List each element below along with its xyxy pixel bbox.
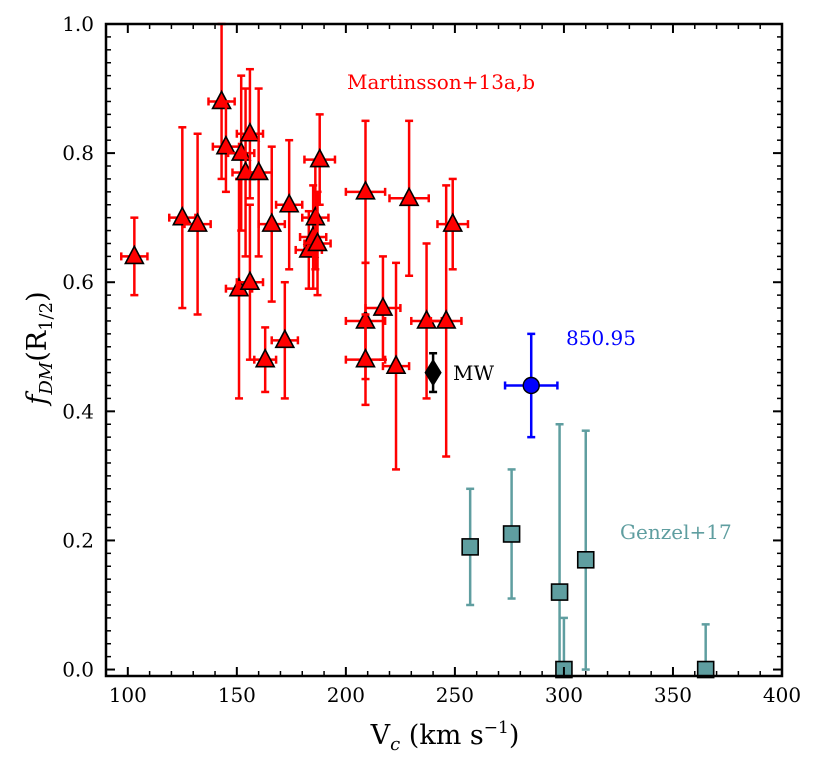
annotation-genzel: Genzel+17 [620, 520, 732, 544]
data-point-triangle [254, 347, 276, 368]
data-point-triangle [215, 134, 237, 155]
data-point-square [696, 660, 715, 679]
data-point-diamond [424, 358, 442, 387]
x-tick-label: 200 [327, 683, 365, 707]
data-point-triangle [278, 193, 300, 213]
series-triangle [120, 22, 470, 471]
data-point-triangle [239, 270, 261, 291]
data-point-triangle [171, 205, 193, 226]
x-tick-label: 250 [436, 683, 474, 707]
y-tick-label: 0.6 [62, 270, 94, 294]
x-axis-label: Vc (km s−1) [370, 718, 520, 755]
data-point-triangle [248, 160, 269, 181]
x-tick-label: 350 [654, 683, 692, 707]
axis-ticks: 100 150 200 250 300 350 400 0.0 0.2 0.4 0.6 0.8 1.0 [62, 12, 801, 707]
annotation-mw: MW [453, 361, 494, 385]
data-point-triangle [309, 147, 331, 168]
data-point-triangle [398, 186, 420, 207]
data-point-triangle [211, 89, 232, 110]
y-axis-label: fDM(R1/2) [22, 291, 57, 406]
data-point-triangle [372, 296, 394, 316]
data-point-triangle [416, 309, 437, 329]
data-point-triangle [355, 180, 376, 200]
plot-frame [104, 22, 784, 678]
x-tick-label: 300 [545, 683, 583, 707]
y-tick-label: 0.8 [62, 141, 94, 165]
plot-marks [120, 22, 715, 679]
y-tick-label: 1.0 [62, 12, 94, 36]
data-point-triangle [435, 309, 457, 329]
x-tick-label: 400 [763, 683, 801, 707]
data-point-circle [522, 376, 540, 395]
series-square [461, 422, 715, 679]
data-point-square [502, 525, 521, 543]
series-diamond [424, 351, 442, 394]
y-tick-label: 0.4 [62, 399, 94, 423]
data-point-triangle [305, 205, 326, 226]
data-point-triangle [307, 231, 328, 252]
x-tick-label: 100 [109, 683, 147, 707]
y-tick-label: 0.2 [62, 528, 94, 552]
data-point-triangle [187, 212, 208, 232]
y-tick-label: 0.0 [62, 658, 94, 682]
data-point-triangle [124, 244, 145, 265]
data-point-triangle [385, 354, 407, 374]
data-point-square [550, 583, 569, 601]
data-point-square [461, 538, 479, 556]
data-point-triangle [239, 122, 261, 142]
data-point-triangle [355, 347, 376, 368]
x-tick-label: 150 [218, 683, 256, 707]
data-point-square [576, 551, 595, 569]
data-point-triangle [442, 212, 464, 232]
annotation-850-95: 850.95 [566, 326, 636, 350]
data-point-triangle [274, 328, 296, 349]
annotation-martinsson: Martinsson+13a,b [347, 70, 535, 94]
series-circle [503, 332, 559, 439]
data-point-triangle [261, 212, 283, 232]
